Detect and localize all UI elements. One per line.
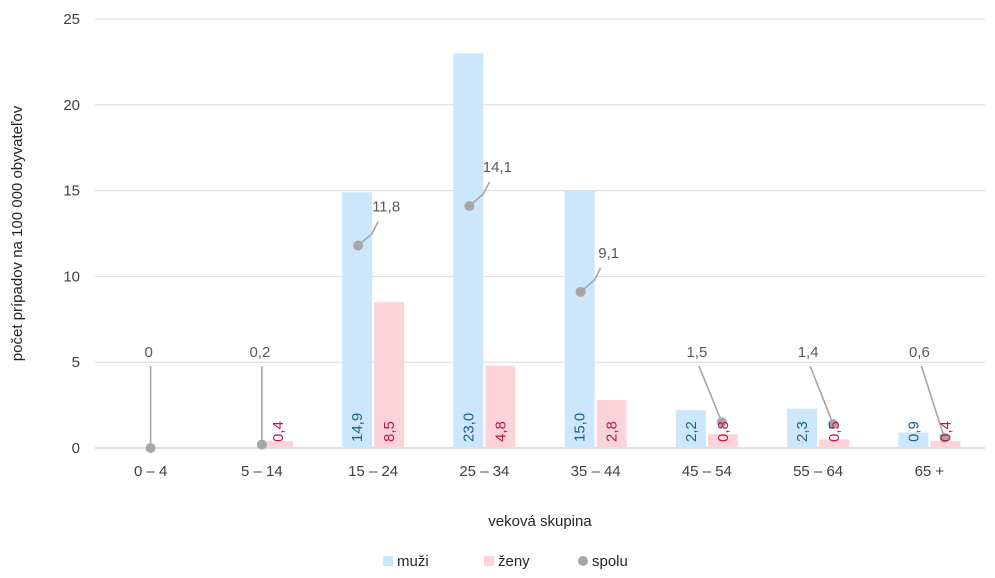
point-spolu — [353, 240, 364, 251]
y-axis-ticks: 0 5 10 15 20 25 — [63, 11, 80, 457]
bar-muzi — [898, 432, 929, 448]
data-label-zeny: 0,4 — [270, 421, 287, 442]
y-tick-label: 10 — [63, 268, 80, 285]
data-label-spolu: 9,1 — [598, 245, 619, 262]
leader-lines — [149, 181, 946, 448]
point-spolu — [716, 417, 727, 428]
x-tick-label: 55 – 64 — [793, 463, 843, 480]
data-label-muzi: 2,3 — [794, 421, 811, 442]
data-label-muzi: 15,0 — [572, 413, 589, 442]
data-label-zeny: 0,5 — [826, 421, 843, 442]
y-axis-title: počet prípadov na 100 000 obyvateľov — [9, 105, 26, 361]
x-tick-label: 45 – 54 — [682, 463, 732, 480]
point-spolu — [464, 201, 475, 212]
point-spolu — [575, 286, 586, 297]
legend: muži ženy spolu — [383, 553, 628, 570]
data-label-spolu: 1,5 — [686, 344, 707, 361]
point-spolu — [256, 439, 267, 450]
bar-muzi — [675, 410, 706, 448]
leader-line — [809, 365, 834, 425]
bar-zeny — [262, 441, 293, 448]
y-tick-label: 25 — [63, 11, 80, 28]
legend-label: muži — [397, 553, 429, 570]
point-spolu — [828, 418, 839, 429]
y-tick-label: 15 — [63, 183, 80, 200]
data-label-spolu: 0 — [144, 344, 152, 361]
data-label-zeny: 0,4 — [937, 421, 954, 442]
point-spolu — [145, 443, 156, 453]
leader-line — [698, 365, 723, 423]
data-label-spolu: 14,1 — [483, 159, 512, 176]
legend-swatch — [484, 556, 494, 566]
data-label-zeny: 4,8 — [492, 421, 509, 442]
y-tick-label: 0 — [72, 440, 80, 457]
bar-muzi — [342, 192, 373, 448]
bar-muzi — [453, 53, 484, 448]
leader-line — [920, 365, 946, 438]
x-tick-label: 25 – 34 — [459, 463, 509, 480]
legend-swatch — [578, 556, 588, 566]
bar-muzi — [564, 190, 595, 448]
data-label-spolu: 11,8 — [372, 199, 400, 216]
data-label-spolu: 1,4 — [798, 344, 819, 361]
x-axis-ticks: 0 – 4 5 – 14 15 – 24 25 – 34 35 – 44 45 – 54 5… — [134, 463, 944, 480]
gridlines — [95, 18, 985, 449]
data-label-zeny: 2,8 — [604, 421, 621, 442]
x-tick-label: 65 + — [915, 463, 945, 480]
leader-line — [357, 221, 379, 247]
y-tick-label: 5 — [72, 354, 80, 371]
data-label-muzi: 0,9 — [905, 421, 922, 442]
x-axis-title: veková skupina — [488, 513, 592, 530]
legend-label: ženy — [498, 553, 530, 570]
legend-label: spolu — [592, 553, 628, 570]
x-tick-label: 35 – 44 — [571, 463, 621, 480]
point-spolu — [939, 432, 950, 443]
data-label-muzi: 14,9 — [349, 413, 366, 442]
bar-muzi — [787, 408, 818, 448]
data-label-zeny: 0,8 — [715, 421, 732, 442]
data-label-muzi: 23,0 — [460, 413, 477, 442]
leader-line — [468, 181, 491, 207]
data-label-muzi: 2,2 — [683, 421, 700, 442]
leader-line — [580, 267, 602, 293]
data-label-spolu: 0,6 — [909, 344, 930, 361]
bar-zeny — [930, 441, 961, 448]
data-labels: 0 0,4 0,2 14,9 8,5 11,8 23,0 4,8 14,1 15,0 2,8 9,1 2… — [144, 159, 954, 442]
data-label-zeny: 8,5 — [381, 421, 398, 442]
bar-zeny — [819, 439, 850, 448]
x-tick-label: 5 – 14 — [241, 463, 283, 480]
points — [145, 201, 950, 453]
x-tick-label: 15 – 24 — [348, 463, 398, 480]
y-tick-label: 20 — [63, 97, 80, 114]
data-label-spolu: 0,2 — [249, 344, 270, 361]
legend-swatch — [383, 556, 393, 566]
bar-zeny — [707, 434, 738, 448]
bar-zeny — [596, 399, 627, 448]
bar-zeny — [374, 302, 405, 448]
x-tick-label: 0 – 4 — [134, 463, 167, 480]
bar-zeny — [485, 365, 516, 448]
bars — [262, 53, 961, 448]
